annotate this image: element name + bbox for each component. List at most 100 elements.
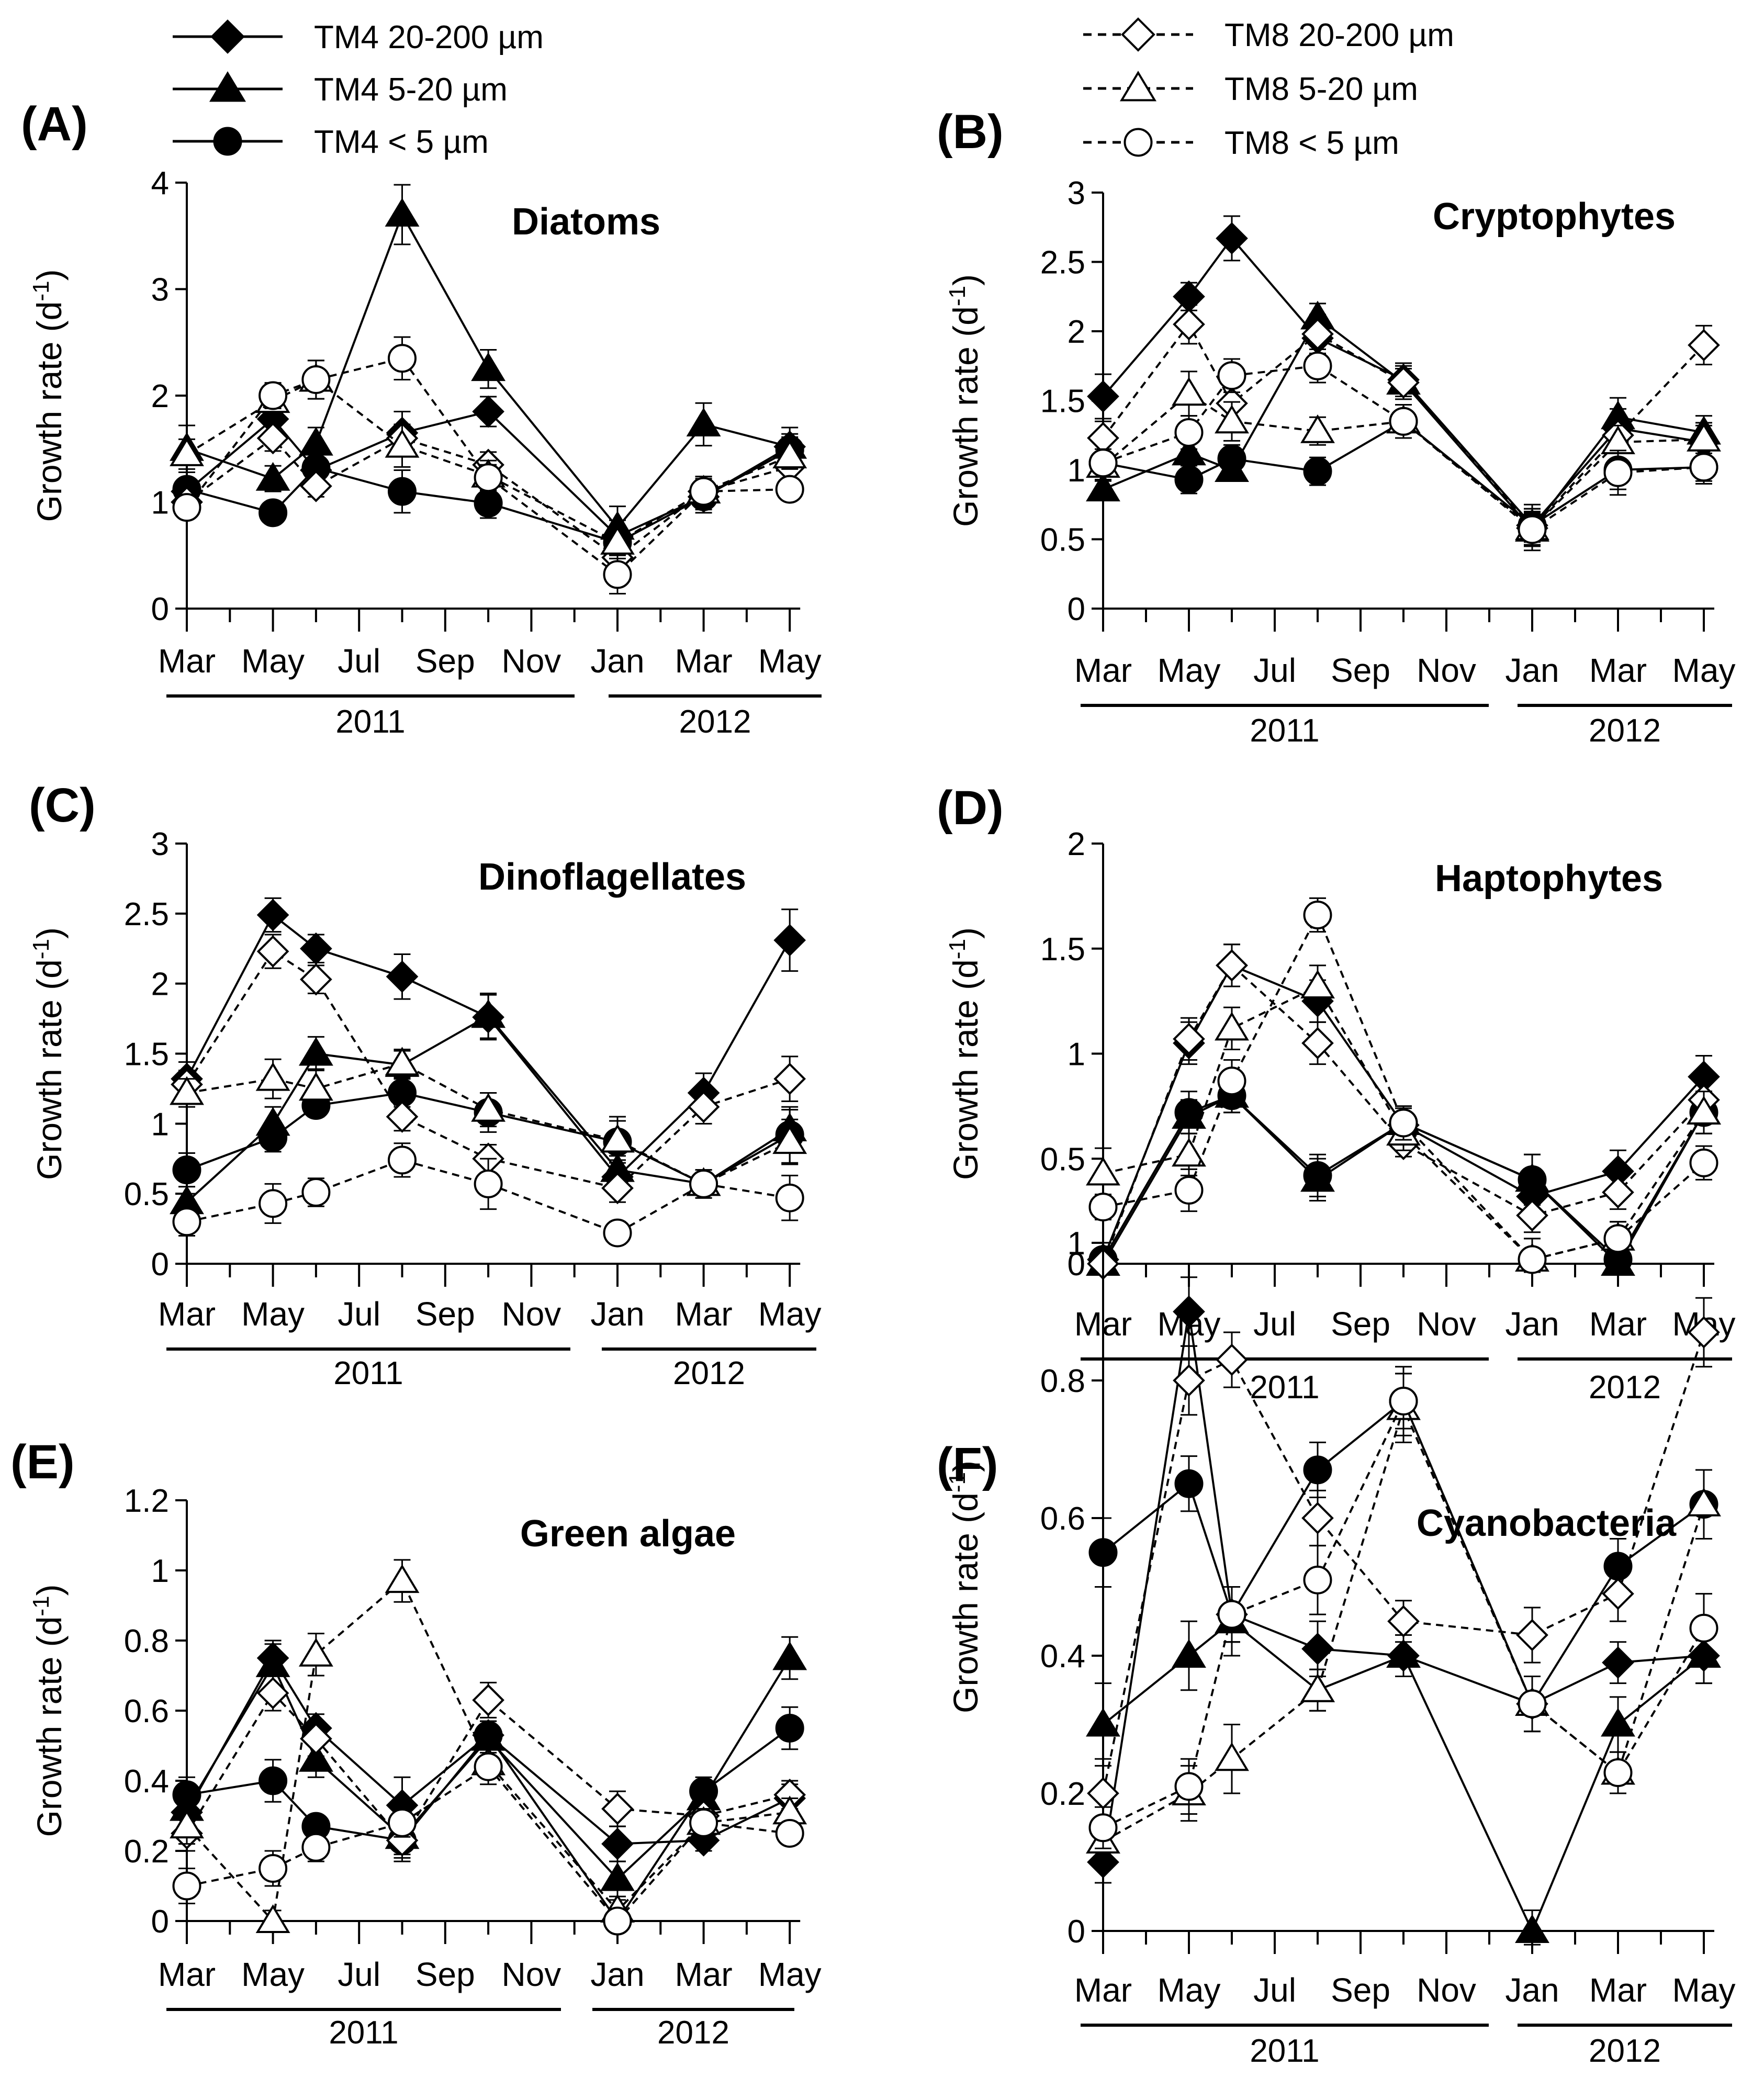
series-tm8-lt5 <box>1088 348 1718 547</box>
y-tick-label: 1 <box>151 485 169 521</box>
y-tick-label: 0 <box>151 1904 169 1940</box>
x-tick-label: May <box>241 642 305 680</box>
series-line <box>186 1691 790 1843</box>
y-tick-label: 2.5 <box>1040 245 1085 281</box>
data-point <box>600 525 635 555</box>
data-point <box>259 1123 288 1152</box>
data-point <box>259 498 288 527</box>
y-axis-label: Growth rate (d-1) <box>945 927 985 1180</box>
data-point <box>385 1564 420 1593</box>
y-tick-label: 0.2 <box>124 1834 169 1870</box>
data-point <box>388 477 417 506</box>
data-point <box>1603 458 1633 487</box>
data-point <box>689 1169 718 1198</box>
x-tick-label: Mar <box>675 1956 732 1993</box>
x-tick-label: Jan <box>1505 1305 1559 1343</box>
x-tick-label: Nov <box>1417 652 1476 689</box>
data-point <box>388 1145 417 1175</box>
data-point <box>300 1722 332 1755</box>
data-point <box>1602 1646 1634 1679</box>
data-point <box>1173 1364 1205 1397</box>
data-point <box>1174 1772 1204 1801</box>
data-point <box>772 1641 807 1670</box>
y-tick-label: 1.2 <box>124 1483 169 1519</box>
data-point <box>474 463 503 492</box>
year-label: 2011 <box>329 2015 398 2051</box>
data-point <box>1518 515 1547 544</box>
year-label: 2012 <box>657 2015 729 2051</box>
data-point <box>300 963 332 996</box>
data-point <box>1173 1023 1205 1055</box>
y-axis-label: Growth rate (d-1) <box>28 269 69 522</box>
series-line <box>1102 963 1705 1264</box>
data-point <box>1303 1161 1332 1190</box>
y-tick-label: 1 <box>151 1106 169 1142</box>
y-tick-label: 0.2 <box>1040 1776 1085 1812</box>
data-point <box>1173 308 1205 341</box>
data-point <box>689 1808 718 1837</box>
x-tick-label: Jan <box>590 1956 644 1993</box>
data-point <box>687 1091 720 1124</box>
data-point <box>1088 1193 1118 1222</box>
data-point <box>1174 1098 1204 1127</box>
x-tick-label: Mar <box>1589 1971 1647 2009</box>
data-point <box>1689 1613 1718 1643</box>
data-point <box>256 935 289 968</box>
panel-label: (C) <box>29 779 96 832</box>
data-point <box>1172 1639 1206 1668</box>
x-tick-label: Sep <box>1331 1971 1390 2009</box>
x-tick-label: Mar <box>1589 652 1647 689</box>
data-point <box>298 1037 333 1066</box>
x-tick-label: Sep <box>415 1295 475 1333</box>
year-label: 2011 <box>1250 2033 1319 2069</box>
series-tm8-lt5 <box>172 336 804 595</box>
data-point <box>689 477 718 506</box>
y-tick-label: 0 <box>1068 1246 1085 1283</box>
x-tick-label: May <box>1672 1971 1736 2009</box>
x-tick-label: Mar <box>1589 1305 1647 1343</box>
x-tick-label: Sep <box>1331 652 1390 689</box>
data-point <box>1172 436 1206 466</box>
data-point <box>259 1854 288 1883</box>
x-tick-label: Jan <box>590 1295 644 1333</box>
data-point <box>1215 1742 1249 1771</box>
y-tick-label: 0 <box>1068 1914 1085 1950</box>
data-point <box>255 1062 290 1091</box>
chart-title: Haptophytes <box>1435 858 1663 900</box>
data-point <box>301 1833 331 1862</box>
data-point <box>1687 1487 1721 1517</box>
year-label: 2011 <box>1250 713 1319 749</box>
y-tick-label: 3 <box>151 272 169 308</box>
data-point <box>385 198 420 227</box>
y-axis-label: Growth rate (d-1) <box>945 274 985 527</box>
data-point <box>686 408 721 436</box>
data-point <box>471 999 506 1028</box>
year-label: 2011 <box>333 1355 403 1391</box>
data-point <box>1088 448 1118 478</box>
legend-item-right-1: TM8 5-20 µm <box>1083 71 1418 107</box>
data-point <box>603 1906 632 1936</box>
data-point <box>300 932 332 965</box>
data-point <box>1516 1199 1548 1232</box>
y-tick-label: 1.5 <box>124 1037 169 1073</box>
panel-label: (A) <box>21 97 88 151</box>
data-point <box>300 470 332 502</box>
legend-label: TM8 20-200 µm <box>1224 17 1454 53</box>
data-point <box>772 440 807 468</box>
chart-title: Diatoms <box>512 201 660 243</box>
y-tick-label: 3 <box>1068 175 1085 211</box>
data-point <box>600 1862 635 1891</box>
panel-d: (D) Haptophytes 0 0.5 1 1.5 2 Growth rate (d-1)… <box>937 781 1735 1406</box>
series-line <box>1103 912 1705 1261</box>
y-tick-label: 2 <box>1068 314 1085 350</box>
data-point <box>1303 457 1332 486</box>
x-tick-label: Nov <box>501 642 561 680</box>
x-tick-label: Mar <box>675 642 732 680</box>
legend-item-right-0: TM8 20-200 µm <box>1083 17 1454 53</box>
y-tick-label: 1 <box>1068 1037 1085 1073</box>
data-point <box>1217 444 1246 474</box>
data-point <box>1601 1708 1635 1737</box>
year-label: 2012 <box>673 1355 745 1391</box>
x-tick-label: Mar <box>1074 1971 1132 2009</box>
data-point <box>472 395 504 428</box>
